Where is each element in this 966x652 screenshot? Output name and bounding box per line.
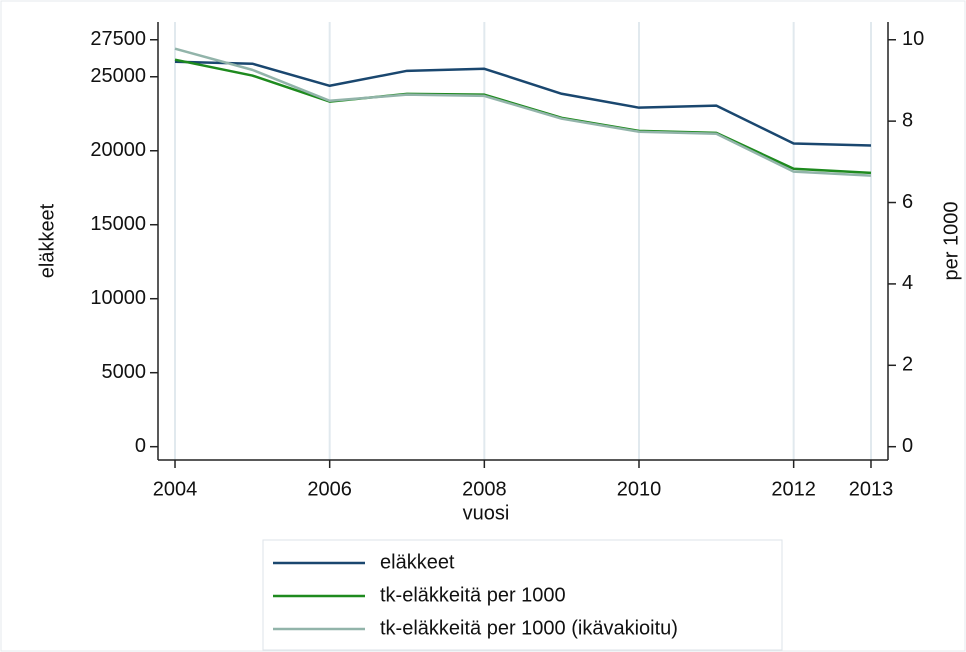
y2-axis-label: per 1000: [940, 202, 962, 281]
y-axis-label: eläkkeet: [36, 203, 58, 278]
x-axis-label: vuosi: [463, 502, 510, 524]
x-tick-label: 2006: [307, 478, 352, 500]
legend-label: tk-eläkkeitä per 1000 (ikävakioitu): [380, 617, 678, 639]
y-tick-label: 20000: [90, 139, 146, 161]
y2-tick-label: 8: [902, 109, 913, 131]
x-tick-label: 2008: [462, 478, 507, 500]
y-tick-label: 10000: [90, 287, 146, 309]
line-series: [174, 60, 872, 147]
legend-label: eläkkeet: [380, 551, 455, 573]
y2-tick-label: 10: [902, 28, 924, 50]
line-series: [174, 47, 872, 177]
legend-label: tk-eläkkeitä per 1000: [380, 584, 566, 606]
y-tick-label: 5000: [102, 361, 147, 383]
y2-tick-label: 6: [902, 191, 913, 213]
y2-tick-label: 2: [902, 354, 913, 376]
y-tick-label: 25000: [90, 65, 146, 87]
y2-tick-label: 4: [902, 272, 913, 294]
x-tick-label: 2004: [153, 478, 198, 500]
y-tick-label: 0: [135, 435, 146, 457]
y2-tick-label: 0: [902, 435, 913, 457]
x-tick-label: 2013: [849, 478, 894, 500]
y-tick-label: 15000: [90, 213, 146, 235]
y-tick-label: 27500: [90, 28, 146, 50]
x-tick-label: 2012: [771, 478, 816, 500]
x-tick-label: 2010: [617, 478, 662, 500]
